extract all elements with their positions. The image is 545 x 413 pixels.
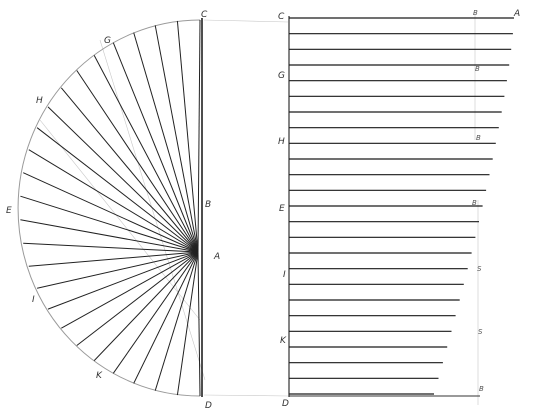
label-b-4: B bbox=[472, 199, 477, 207]
ray-2 bbox=[176, 20, 199, 253]
ray-26 bbox=[197, 251, 201, 397]
label-b-top: B bbox=[473, 9, 478, 17]
label-i-left: I bbox=[32, 295, 35, 305]
ray-1 bbox=[197, 19, 201, 253]
label-b-bottom: B bbox=[479, 385, 484, 393]
ray-10 bbox=[36, 127, 199, 253]
ray-18 bbox=[47, 251, 199, 310]
label-e-right: E bbox=[279, 204, 285, 214]
label-h-right: H bbox=[278, 137, 285, 147]
label-c-right: C bbox=[278, 12, 285, 22]
label-s-1: S bbox=[477, 265, 482, 273]
ray-8 bbox=[60, 87, 199, 253]
label-i-right: I bbox=[283, 270, 286, 280]
semicircle-arc bbox=[17, 19, 201, 397]
label-e-left: E bbox=[6, 206, 12, 216]
label-b-2: B bbox=[475, 65, 480, 73]
ray-11 bbox=[28, 149, 199, 253]
ray-12 bbox=[22, 172, 199, 253]
label-a-left: A bbox=[213, 252, 220, 262]
label-g-left: G bbox=[104, 36, 111, 46]
ruled-panel bbox=[288, 16, 514, 397]
label-b-left: B bbox=[205, 200, 211, 210]
label-a-end: A bbox=[513, 9, 520, 19]
ray-3 bbox=[154, 25, 199, 253]
ray-20 bbox=[76, 251, 199, 346]
ray-23 bbox=[133, 251, 199, 384]
label-b-3: B bbox=[476, 134, 481, 142]
label-d-left: D bbox=[205, 401, 212, 411]
ray-25 bbox=[176, 251, 199, 396]
ray-22 bbox=[112, 251, 199, 374]
ray-24 bbox=[154, 251, 199, 391]
ray-21 bbox=[93, 251, 199, 361]
ray-17 bbox=[36, 251, 199, 289]
label-g-right: G bbox=[278, 71, 285, 81]
ruled-lines bbox=[289, 17, 514, 395]
radial-rays bbox=[20, 19, 201, 397]
label-s-2: S bbox=[478, 328, 483, 336]
ray-16 bbox=[28, 251, 199, 267]
label-k-left: K bbox=[96, 371, 103, 381]
ray-7 bbox=[76, 70, 199, 253]
ray-19 bbox=[61, 251, 199, 329]
ray-6 bbox=[93, 55, 199, 253]
ray-15 bbox=[23, 242, 199, 253]
ray-9 bbox=[47, 106, 199, 253]
ray-4 bbox=[133, 32, 199, 253]
label-d-right: D bbox=[282, 399, 289, 409]
construction-lines bbox=[39, 12, 479, 405]
label-c-left: C bbox=[201, 10, 208, 20]
label-h-left: H bbox=[36, 96, 43, 106]
ray-14 bbox=[20, 219, 199, 253]
label-k-right: K bbox=[280, 336, 287, 346]
ray-13 bbox=[20, 195, 199, 253]
ray-5 bbox=[112, 42, 199, 253]
